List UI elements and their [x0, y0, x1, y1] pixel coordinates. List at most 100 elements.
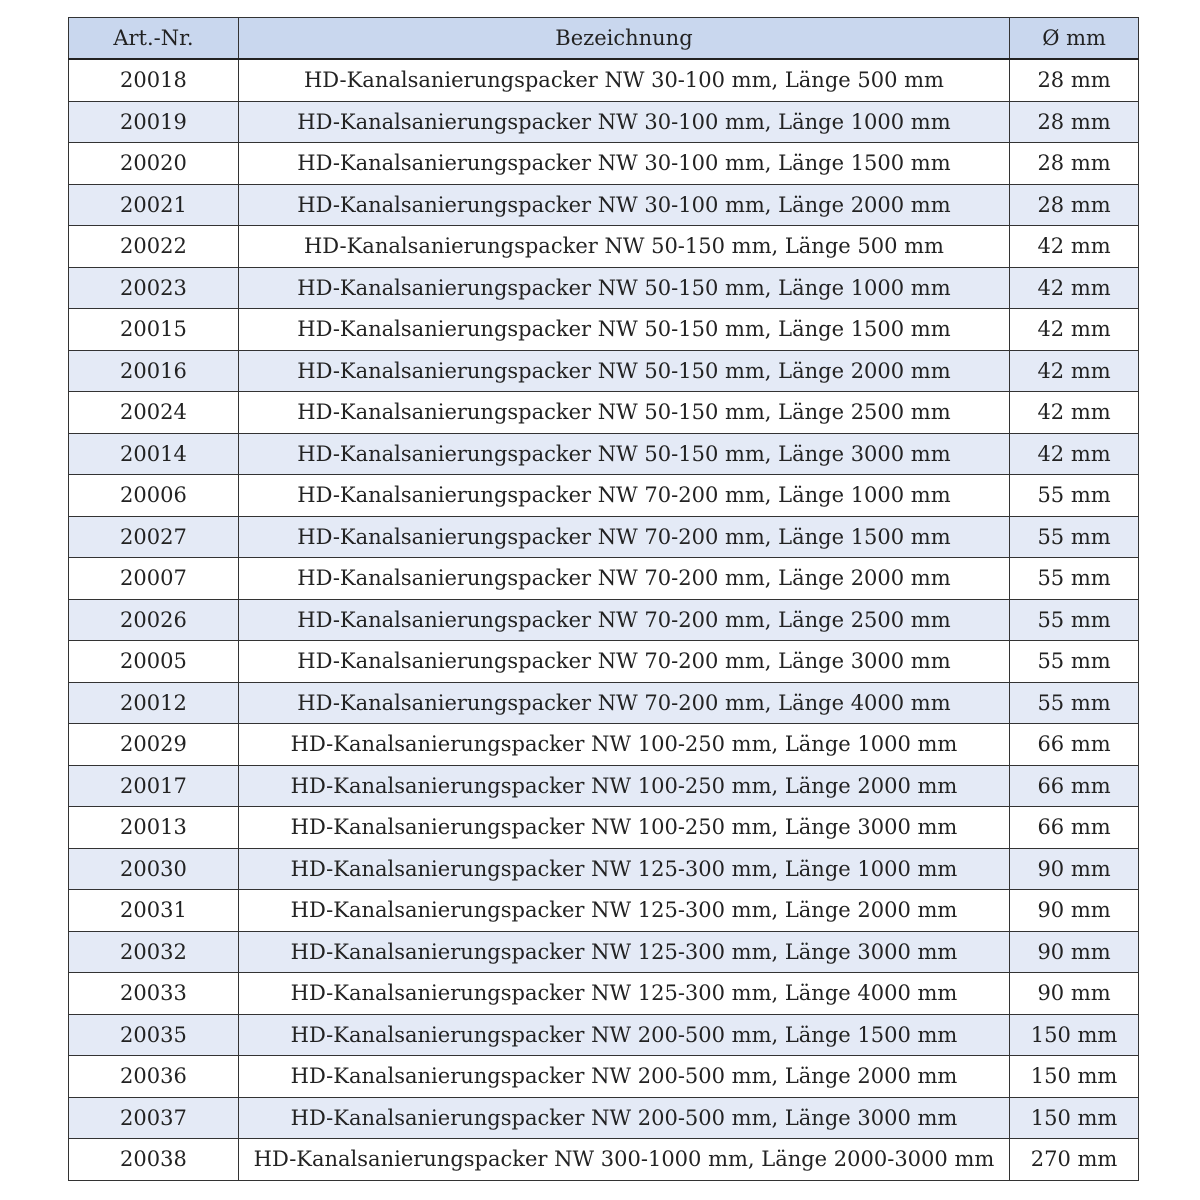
table-row: 20030 HD-Kanalsanierungspacker NW 125-300… — [68, 847, 1139, 890]
cell-diameter: 150 mm — [1009, 1096, 1139, 1139]
cell-bezeichnung: HD-Kanalsanierungspacker NW 30-100 mm, L… — [237, 142, 1011, 185]
table-row: 20029 HD-Kanalsanierungspacker NW 100-250… — [68, 723, 1139, 766]
table-row: 20037 HD-Kanalsanierungspacker NW 200-500… — [68, 1096, 1139, 1139]
cell-art-nr: 20022 — [68, 225, 239, 268]
table-row: 20013 HD-Kanalsanierungspacker NW 100-250… — [68, 806, 1139, 849]
cell-bezeichnung: HD-Kanalsanierungspacker NW 100-250 mm, … — [237, 723, 1011, 766]
cell-art-nr: 20031 — [68, 889, 239, 932]
table-row: 20019 HD-Kanalsanierungspacker NW 30-100 … — [68, 100, 1139, 143]
cell-art-nr: 20019 — [68, 100, 239, 143]
table-row: 20023 HD-Kanalsanierungspacker NW 50-150 … — [68, 266, 1139, 309]
header-row: Art.-Nr. Bezeichnung Ø mm — [68, 17, 1139, 60]
cell-bezeichnung: HD-Kanalsanierungspacker NW 125-300 mm, … — [237, 930, 1011, 973]
cell-diameter: 28 mm — [1009, 58, 1139, 102]
cell-bezeichnung: HD-Kanalsanierungspacker NW 30-100 mm, L… — [237, 183, 1011, 226]
cell-diameter: 55 mm — [1009, 515, 1139, 558]
cell-art-nr: 20012 — [68, 681, 239, 724]
table-row: 20036 HD-Kanalsanierungspacker NW 200-500… — [68, 1055, 1139, 1098]
table-row: 20012 HD-Kanalsanierungspacker NW 70-200 … — [68, 681, 1139, 724]
table-row: 20035 HD-Kanalsanierungspacker NW 200-500… — [68, 1013, 1139, 1056]
cell-bezeichnung: HD-Kanalsanierungspacker NW 70-200 mm, L… — [237, 474, 1011, 517]
cell-art-nr: 20037 — [68, 1096, 239, 1139]
header-diameter: Ø mm — [1009, 17, 1139, 60]
cell-bezeichnung: HD-Kanalsanierungspacker NW 200-500 mm, … — [237, 1013, 1011, 1056]
cell-bezeichnung: HD-Kanalsanierungspacker NW 125-300 mm, … — [237, 847, 1011, 890]
cell-bezeichnung: HD-Kanalsanierungspacker NW 70-200 mm, L… — [237, 681, 1011, 724]
table-row: 20024 HD-Kanalsanierungspacker NW 50-150 … — [68, 391, 1139, 434]
cell-art-nr: 20016 — [68, 349, 239, 392]
cell-diameter: 66 mm — [1009, 723, 1139, 766]
cell-diameter: 90 mm — [1009, 847, 1139, 890]
cell-bezeichnung: HD-Kanalsanierungspacker NW 125-300 mm, … — [237, 889, 1011, 932]
cell-bezeichnung: HD-Kanalsanierungspacker NW 125-300 mm, … — [237, 972, 1011, 1015]
cell-diameter: 28 mm — [1009, 100, 1139, 143]
header-bezeichnung: Bezeichnung — [237, 17, 1011, 60]
cell-bezeichnung: HD-Kanalsanierungspacker NW 50-150 mm, L… — [237, 432, 1011, 475]
table-row: 20014 HD-Kanalsanierungspacker NW 50-150 … — [68, 432, 1139, 475]
cell-bezeichnung: HD-Kanalsanierungspacker NW 70-200 mm, L… — [237, 515, 1011, 558]
cell-art-nr: 20032 — [68, 930, 239, 973]
cell-diameter: 66 mm — [1009, 806, 1139, 849]
table-row: 20033 HD-Kanalsanierungspacker NW 125-300… — [68, 972, 1139, 1015]
table-row: 20016 HD-Kanalsanierungspacker NW 50-150 … — [68, 349, 1139, 392]
table-row: 20015 HD-Kanalsanierungspacker NW 50-150 … — [68, 308, 1139, 351]
cell-bezeichnung: HD-Kanalsanierungspacker NW 200-500 mm, … — [237, 1055, 1011, 1098]
table-row: 20020 HD-Kanalsanierungspacker NW 30-100 … — [68, 142, 1139, 185]
product-table: Art.-Nr. Bezeichnung Ø mm 20018 HD-Kanals… — [68, 17, 1139, 1181]
cell-diameter: 42 mm — [1009, 349, 1139, 392]
cell-art-nr: 20021 — [68, 183, 239, 226]
cell-art-nr: 20006 — [68, 474, 239, 517]
cell-diameter: 55 mm — [1009, 681, 1139, 724]
cell-bezeichnung: HD-Kanalsanierungspacker NW 50-150 mm, L… — [237, 391, 1011, 434]
cell-art-nr: 20027 — [68, 515, 239, 558]
table-row: 20027 HD-Kanalsanierungspacker NW 70-200 … — [68, 515, 1139, 558]
table-row: 20007 HD-Kanalsanierungspacker NW 70-200 … — [68, 557, 1139, 600]
cell-diameter: 66 mm — [1009, 764, 1139, 807]
cell-art-nr: 20030 — [68, 847, 239, 890]
header-art-nr: Art.-Nr. — [68, 17, 239, 60]
cell-bezeichnung: HD-Kanalsanierungspacker NW 200-500 mm, … — [237, 1096, 1011, 1139]
cell-diameter: 55 mm — [1009, 640, 1139, 683]
table-row: 20032 HD-Kanalsanierungspacker NW 125-300… — [68, 930, 1139, 973]
cell-bezeichnung: HD-Kanalsanierungspacker NW 70-200 mm, L… — [237, 557, 1011, 600]
cell-diameter: 55 mm — [1009, 474, 1139, 517]
cell-art-nr: 20015 — [68, 308, 239, 351]
cell-diameter: 55 mm — [1009, 557, 1139, 600]
table-row: 20006 HD-Kanalsanierungspacker NW 70-200 … — [68, 474, 1139, 517]
table-row: 20005 HD-Kanalsanierungspacker NW 70-200 … — [68, 640, 1139, 683]
cell-diameter: 90 mm — [1009, 930, 1139, 973]
cell-diameter: 28 mm — [1009, 183, 1139, 226]
cell-art-nr: 20007 — [68, 557, 239, 600]
table-row: 20022 HD-Kanalsanierungspacker NW 50-150 … — [68, 225, 1139, 268]
cell-bezeichnung: HD-Kanalsanierungspacker NW 100-250 mm, … — [237, 764, 1011, 807]
cell-bezeichnung: HD-Kanalsanierungspacker NW 50-150 mm, L… — [237, 266, 1011, 309]
table-row: 20017 HD-Kanalsanierungspacker NW 100-250… — [68, 764, 1139, 807]
table-row: 20018 HD-Kanalsanierungspacker NW 30-100 … — [68, 58, 1139, 102]
cell-diameter: 270 mm — [1009, 1138, 1139, 1181]
cell-art-nr: 20038 — [68, 1138, 239, 1181]
cell-art-nr: 20029 — [68, 723, 239, 766]
cell-bezeichnung: HD-Kanalsanierungspacker NW 300-1000 mm,… — [237, 1138, 1011, 1181]
cell-art-nr: 20014 — [68, 432, 239, 475]
cell-diameter: 150 mm — [1009, 1013, 1139, 1056]
cell-bezeichnung: HD-Kanalsanierungspacker NW 30-100 mm, L… — [237, 100, 1011, 143]
cell-bezeichnung: HD-Kanalsanierungspacker NW 30-100 mm, L… — [237, 58, 1011, 102]
cell-art-nr: 20013 — [68, 806, 239, 849]
cell-diameter: 42 mm — [1009, 225, 1139, 268]
cell-diameter: 90 mm — [1009, 889, 1139, 932]
cell-diameter: 55 mm — [1009, 598, 1139, 641]
cell-art-nr: 20020 — [68, 142, 239, 185]
cell-art-nr: 20026 — [68, 598, 239, 641]
cell-bezeichnung: HD-Kanalsanierungspacker NW 100-250 mm, … — [237, 806, 1011, 849]
cell-art-nr: 20023 — [68, 266, 239, 309]
cell-diameter: 42 mm — [1009, 391, 1139, 434]
table-row: 20021 HD-Kanalsanierungspacker NW 30-100 … — [68, 183, 1139, 226]
cell-diameter: 28 mm — [1009, 142, 1139, 185]
table-row: 20038 HD-Kanalsanierungspacker NW 300-100… — [68, 1138, 1139, 1181]
cell-art-nr: 20036 — [68, 1055, 239, 1098]
table-row: 20026 HD-Kanalsanierungspacker NW 70-200 … — [68, 598, 1139, 641]
cell-bezeichnung: HD-Kanalsanierungspacker NW 70-200 mm, L… — [237, 640, 1011, 683]
cell-bezeichnung: HD-Kanalsanierungspacker NW 50-150 mm, L… — [237, 349, 1011, 392]
cell-diameter: 42 mm — [1009, 432, 1139, 475]
cell-diameter: 150 mm — [1009, 1055, 1139, 1098]
